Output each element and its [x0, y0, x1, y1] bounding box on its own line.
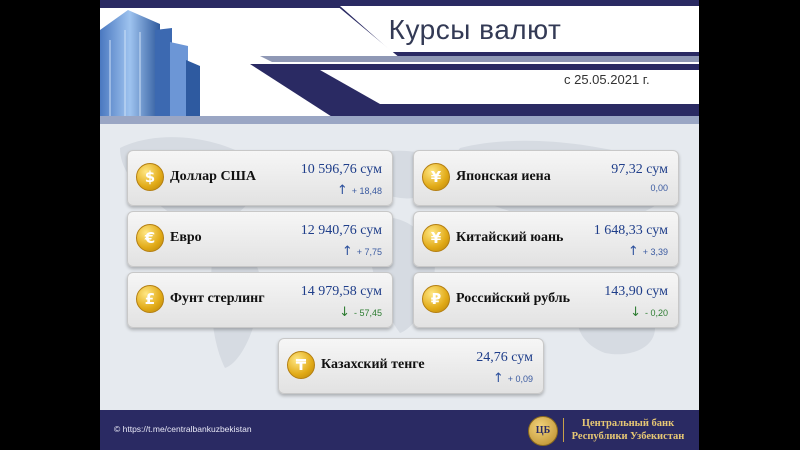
- currency-change: ↑ + 7,75: [341, 244, 382, 259]
- currency-change: ↑ + 3,39: [627, 244, 668, 259]
- currency-rate: 1 648,33 сум: [593, 223, 668, 238]
- dollar-coin-icon: $: [136, 163, 164, 191]
- currency-rate: 97,32 сум: [611, 162, 668, 177]
- arrow-up-icon: ↑: [336, 183, 348, 198]
- currency-card-kzt: ₸ Казахский тенге 24,76 сум ↑ + 0,09: [278, 338, 544, 394]
- currency-card-jpy: ¥ Японская иена 97,32 сум 0,00: [413, 150, 679, 206]
- arrow-up-icon: ↑: [627, 244, 639, 259]
- tenge-coin-icon: ₸: [287, 351, 315, 379]
- currency-rate: 24,76 сум: [476, 350, 533, 365]
- currency-change: 0,00: [650, 183, 668, 193]
- currency-rate: 143,90 сум: [604, 284, 668, 299]
- currency-rate: 10 596,76 сум: [300, 162, 382, 177]
- arrow-down-icon: ↓: [339, 305, 350, 320]
- currency-change: ↑ + 0,09: [492, 371, 533, 386]
- currency-name: Доллар США: [170, 169, 257, 184]
- currency-name: Казахский тенге: [321, 357, 425, 372]
- currency-card-eur: € Евро 12 940,76 сум ↑ + 7,75: [127, 211, 393, 267]
- currency-card-rub: ₽ Российский рубль 143,90 сум ↓ - 0,20: [413, 272, 679, 328]
- currency-change: ↓ - 57,45: [339, 305, 382, 320]
- euro-coin-icon: €: [136, 224, 164, 252]
- currency-card-cny: ¥ Китайский юань 1 648,33 сум ↑ + 3,39: [413, 211, 679, 267]
- pound-coin-icon: £: [136, 285, 164, 313]
- currency-rate: 12 940,76 сум: [300, 223, 382, 238]
- currency-name: Евро: [170, 230, 202, 245]
- bank-name: Центральный банк Республики Узбекистан: [571, 418, 685, 442]
- currency-name: Китайский юань: [456, 230, 564, 245]
- building-image: [100, 10, 200, 116]
- currency-change: ↓ - 0,20: [630, 305, 668, 320]
- arrow-up-icon: ↑: [492, 371, 504, 386]
- page-title: Курсы валют: [388, 14, 562, 45]
- currency-rate: 14 979,58 сум: [300, 284, 382, 299]
- currency-name: Фунт стерлинг: [170, 291, 265, 306]
- ruble-coin-icon: ₽: [422, 285, 450, 313]
- currency-name: Российский рубль: [456, 291, 571, 306]
- central-bank-logo-icon: ЦБ: [528, 416, 558, 446]
- currency-name: Японская иена: [456, 169, 551, 184]
- currency-card-gbp: £ Фунт стерлинг 14 979,58 сум ↓ - 57,45: [127, 272, 393, 328]
- currency-slide: Курсы валют с 25.05.2021 г. $ Доллар США…: [100, 0, 699, 450]
- header-band: [100, 0, 699, 124]
- footer-bar: © https://t.me/centralbankuzbekistan ЦБ …: [100, 410, 699, 450]
- footer-divider: [563, 418, 564, 442]
- yuan-coin-icon: ¥: [422, 224, 450, 252]
- arrow-up-icon: ↑: [341, 244, 353, 259]
- yen-coin-icon: ¥: [422, 163, 450, 191]
- currency-change: ↑ + 18,48: [336, 183, 382, 198]
- rate-date: с 25.05.2021 г.: [564, 72, 650, 87]
- currency-card-usd: $ Доллар США 10 596,76 сум ↑ + 18,48: [127, 150, 393, 206]
- telegram-link[interactable]: © https://t.me/centralbankuzbekistan: [114, 424, 252, 434]
- arrow-down-icon: ↓: [630, 305, 641, 320]
